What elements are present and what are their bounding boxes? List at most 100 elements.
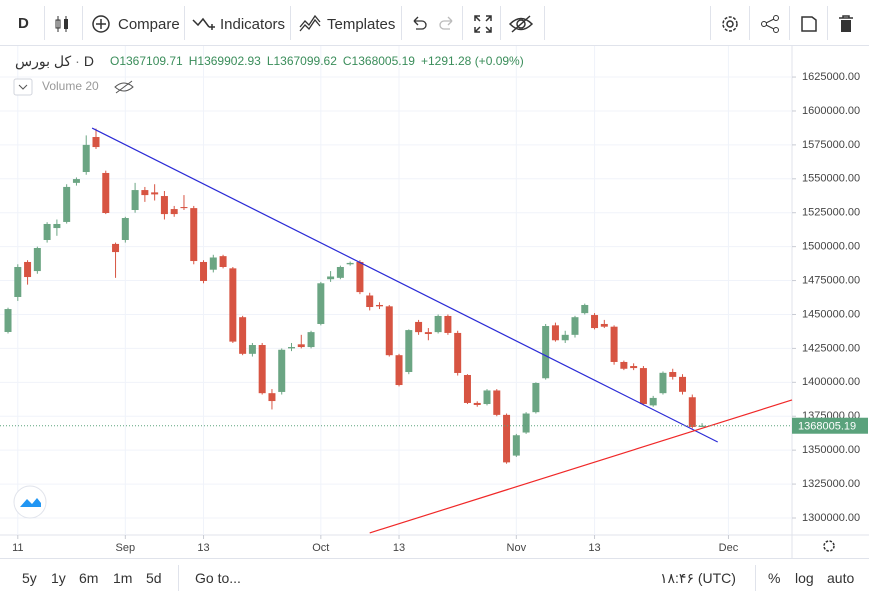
candle-body bbox=[180, 207, 188, 209]
candle-body bbox=[307, 332, 315, 348]
range-button[interactable]: 1y bbox=[51, 570, 66, 586]
indicators-icon[interactable] bbox=[192, 14, 216, 34]
x-tick-label: 11 bbox=[12, 542, 23, 554]
interval-button[interactable]: D bbox=[18, 15, 29, 32]
clock: ۱۸:۴۶ (UTC) bbox=[660, 570, 736, 586]
undo-icon[interactable] bbox=[410, 15, 428, 31]
candle-body bbox=[688, 397, 696, 427]
candle-body bbox=[278, 349, 286, 392]
candle-body bbox=[229, 268, 237, 342]
goto-button[interactable]: Go to... bbox=[195, 570, 241, 586]
compare-icon[interactable] bbox=[91, 14, 111, 34]
x-tick-label: 13 bbox=[588, 542, 600, 554]
candle-body bbox=[630, 366, 638, 369]
log-button[interactable]: log bbox=[795, 570, 814, 586]
range-button[interactable]: 1m bbox=[113, 570, 133, 586]
chart-type-icon[interactable] bbox=[53, 14, 73, 34]
volume-label: Volume 20 bbox=[42, 79, 99, 93]
logo-mark bbox=[20, 498, 41, 507]
x-tick-label: Dec bbox=[719, 542, 739, 554]
plot bbox=[4, 128, 706, 464]
candle-body bbox=[33, 247, 41, 272]
x-tick-label: 13 bbox=[393, 542, 405, 554]
y-tick-label: 1350000.00 bbox=[802, 444, 860, 456]
y-tick-label: 1300000.00 bbox=[802, 512, 860, 524]
candle-body bbox=[288, 347, 296, 349]
candle-body bbox=[620, 361, 628, 369]
hide-icon[interactable] bbox=[508, 14, 534, 34]
range-button[interactable]: 6m bbox=[79, 570, 99, 586]
candle-body bbox=[82, 144, 90, 173]
candle-body bbox=[4, 309, 12, 332]
y-tick-label: 1600000.00 bbox=[802, 105, 860, 117]
y-tick-label: 1625000.00 bbox=[802, 71, 860, 83]
legend-low: L1367099.62 bbox=[267, 54, 337, 68]
candle-body bbox=[444, 315, 452, 333]
auto-button[interactable]: auto bbox=[827, 570, 855, 586]
range-button[interactable]: 5d bbox=[146, 570, 162, 586]
compare-button[interactable]: Compare bbox=[118, 16, 180, 33]
candle-body bbox=[385, 306, 393, 356]
x-tick-label: Oct bbox=[312, 542, 329, 554]
candle-body bbox=[219, 256, 227, 267]
candle-body bbox=[405, 330, 413, 373]
candle-body bbox=[600, 323, 608, 327]
delete-icon[interactable] bbox=[837, 14, 855, 34]
candle-body bbox=[102, 172, 110, 213]
candle-body bbox=[463, 374, 471, 403]
candle-body bbox=[581, 304, 589, 314]
y-tick-label: 1400000.00 bbox=[802, 376, 860, 388]
templates-icon[interactable] bbox=[299, 13, 323, 33]
candle-body bbox=[200, 261, 208, 281]
collapse-button[interactable] bbox=[13, 78, 33, 96]
y-tick-label: 1550000.00 bbox=[802, 173, 860, 185]
candle-body bbox=[327, 276, 335, 280]
settings-icon[interactable] bbox=[720, 14, 740, 34]
snapshot-icon[interactable] bbox=[799, 14, 819, 34]
share-icon[interactable] bbox=[760, 14, 780, 34]
candle-body bbox=[698, 425, 706, 427]
trend-line bbox=[369, 399, 793, 534]
candle-body bbox=[424, 332, 432, 335]
templates-button[interactable]: Templates bbox=[327, 16, 396, 33]
candle-body bbox=[454, 332, 462, 373]
percent-button[interactable]: % bbox=[768, 570, 781, 586]
candle-body bbox=[659, 372, 667, 394]
candle-body bbox=[190, 208, 198, 262]
candle-body bbox=[679, 376, 687, 392]
y-tick-label: 1525000.00 bbox=[802, 207, 860, 219]
candle-body bbox=[112, 243, 120, 253]
fullscreen-icon[interactable] bbox=[473, 14, 493, 34]
y-tick-label: 1425000.00 bbox=[802, 342, 860, 354]
axis-settings-icon[interactable] bbox=[823, 540, 835, 552]
candle-body bbox=[483, 390, 491, 405]
range-button[interactable]: 5y bbox=[22, 570, 37, 586]
y-tick-label: 1500000.00 bbox=[802, 241, 860, 253]
y-tick-label: 1575000.00 bbox=[802, 139, 860, 151]
candle-body bbox=[434, 315, 442, 333]
candle-body bbox=[151, 192, 159, 195]
legend-values: O1367109.71 H1369902.93 L1367099.62 C136800… bbox=[110, 54, 524, 68]
legend-change: +1291.28 (+0.09%) bbox=[421, 54, 524, 68]
candle-body bbox=[336, 266, 344, 278]
y-tick-label: 1450000.00 bbox=[802, 308, 860, 320]
legend-open: O1367109.71 bbox=[110, 54, 183, 68]
candle-body bbox=[53, 223, 61, 229]
candle-body bbox=[63, 186, 71, 222]
candle-body bbox=[14, 266, 22, 297]
indicators-button[interactable]: Indicators bbox=[220, 16, 286, 33]
candle-body bbox=[170, 209, 178, 215]
candle-body bbox=[561, 334, 569, 341]
toolbar: D Compare Indicators Templates bbox=[0, 0, 869, 46]
symbol-name: کل بورس bbox=[15, 53, 71, 70]
volume-hide-icon[interactable] bbox=[114, 80, 134, 94]
redo-icon[interactable] bbox=[438, 15, 456, 31]
x-tick-label: Nov bbox=[507, 542, 527, 554]
candle-body bbox=[297, 344, 305, 348]
legend-close: C1368005.19 bbox=[343, 54, 415, 68]
candle-body bbox=[72, 179, 80, 183]
candle-body bbox=[43, 223, 51, 240]
candle-body bbox=[415, 321, 423, 333]
candle-body bbox=[639, 368, 647, 405]
x-tick-label: Sep bbox=[116, 542, 136, 554]
